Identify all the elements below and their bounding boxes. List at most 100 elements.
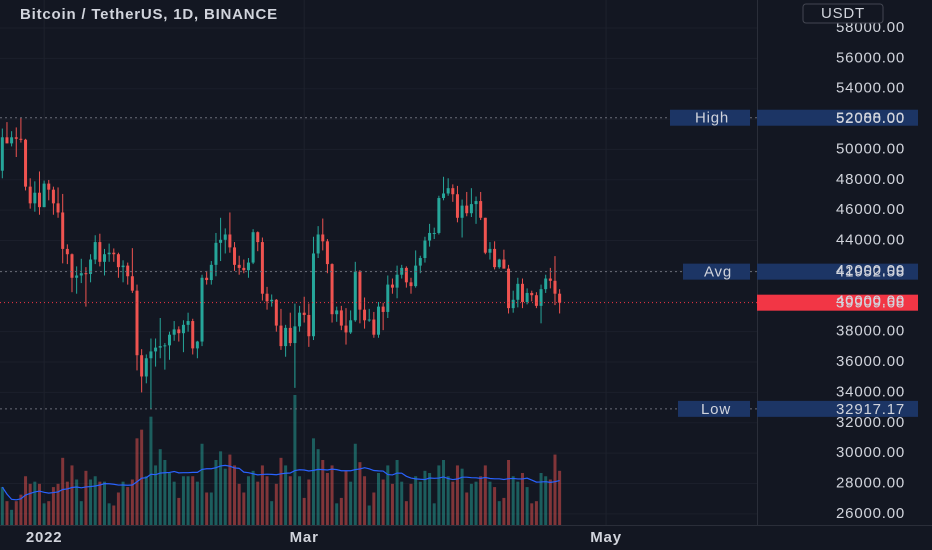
candle-body bbox=[168, 334, 172, 346]
axis: 26000.00 28000.00 30000.00 32000.00 34000.00… bbox=[26, 19, 905, 546]
candles bbox=[0, 117, 562, 409]
y-tick-label: 52000.00 bbox=[836, 110, 905, 127]
candle-body bbox=[302, 312, 306, 315]
candle-body bbox=[205, 277, 209, 281]
y-tick-label: 42000.00 bbox=[836, 262, 905, 279]
volume-bar bbox=[274, 483, 278, 525]
candle-body bbox=[84, 273, 88, 275]
volume-bar bbox=[251, 470, 255, 525]
candle-body bbox=[112, 252, 116, 255]
y-tick-label: 32000.00 bbox=[836, 414, 905, 431]
y-tick-label: 28000.00 bbox=[836, 475, 905, 492]
candle-body bbox=[24, 139, 28, 187]
candle-body bbox=[37, 192, 41, 208]
candle-body bbox=[130, 276, 134, 291]
volume-bar bbox=[84, 470, 88, 525]
y-tick-label: 56000.00 bbox=[836, 49, 905, 66]
y-tick-label: 50000.00 bbox=[836, 140, 905, 157]
volume-bar bbox=[51, 487, 55, 525]
volume-bar bbox=[344, 470, 348, 525]
volume-bar bbox=[307, 479, 311, 525]
volume-bar bbox=[325, 473, 329, 525]
grid bbox=[43, 0, 607, 525]
volume-bar bbox=[284, 465, 288, 525]
volume-bar bbox=[270, 501, 274, 525]
candle-body bbox=[102, 254, 106, 262]
y-tick-label: 30000.00 bbox=[836, 444, 905, 461]
candle-body bbox=[270, 299, 274, 302]
volume-bar bbox=[432, 503, 436, 525]
volume-bar bbox=[163, 460, 167, 525]
candle-body bbox=[200, 277, 204, 342]
volume-bar bbox=[302, 497, 306, 525]
volume-bar bbox=[19, 494, 23, 525]
volume-bar bbox=[460, 468, 464, 525]
candle-body bbox=[544, 278, 548, 290]
currency-box[interactable] bbox=[802, 3, 884, 24]
volume-bar bbox=[516, 481, 520, 525]
volume-bar bbox=[451, 481, 455, 525]
x-tick-label: Mar bbox=[290, 529, 319, 546]
volume-bar bbox=[446, 476, 450, 525]
candle-body bbox=[116, 254, 120, 268]
volume-bar bbox=[93, 476, 97, 525]
volume-bar bbox=[372, 492, 376, 525]
candle-body bbox=[288, 327, 292, 344]
candle-body bbox=[284, 327, 288, 347]
level-value-box bbox=[757, 109, 918, 126]
candle-body bbox=[311, 253, 315, 337]
volume-bar bbox=[121, 481, 125, 525]
candle-body bbox=[233, 247, 237, 265]
volume-bar bbox=[237, 483, 241, 525]
level-value-box bbox=[757, 263, 918, 280]
candle-body bbox=[474, 201, 478, 205]
candle-body bbox=[330, 264, 334, 315]
candle-body bbox=[511, 299, 515, 309]
last-price: 39909.68 bbox=[836, 295, 905, 312]
candle-body bbox=[539, 289, 543, 306]
volume-bar bbox=[260, 465, 264, 525]
volume-bar bbox=[256, 481, 260, 525]
candle-body bbox=[548, 278, 552, 281]
candle-body bbox=[377, 306, 380, 335]
volume-bar bbox=[130, 479, 134, 525]
candle-body bbox=[493, 248, 497, 268]
level-value: 32917.17 bbox=[836, 401, 905, 418]
candle-body bbox=[251, 232, 255, 263]
level-value-box bbox=[757, 400, 918, 417]
currency[interactable]: USDT bbox=[821, 5, 865, 22]
y-tick-label: 48000.00 bbox=[836, 171, 905, 188]
volume-bar bbox=[335, 503, 339, 525]
candle-body bbox=[520, 283, 524, 303]
candle-body bbox=[144, 358, 148, 377]
volume-bar bbox=[168, 473, 172, 525]
candle-body bbox=[483, 217, 487, 253]
volume-bar bbox=[98, 481, 102, 525]
candle-body bbox=[219, 239, 223, 243]
volume-bar bbox=[465, 492, 469, 525]
volume-bar bbox=[28, 483, 32, 525]
candle-body bbox=[260, 242, 264, 294]
candle-body bbox=[177, 329, 181, 334]
volume-bar bbox=[61, 457, 65, 525]
candle-body bbox=[386, 284, 390, 312]
volume-bar bbox=[497, 501, 501, 525]
candle-body bbox=[126, 265, 130, 277]
volume-bar bbox=[316, 449, 320, 525]
volume-bar bbox=[414, 476, 418, 525]
volume-bar bbox=[14, 501, 18, 525]
candle-body bbox=[89, 259, 93, 274]
volume-bar bbox=[10, 509, 14, 525]
candle-body bbox=[5, 137, 9, 144]
volume-bar bbox=[154, 465, 158, 525]
volume-bar bbox=[5, 501, 9, 525]
candle-body bbox=[316, 234, 320, 254]
candle-body bbox=[149, 351, 153, 359]
volume-bar bbox=[483, 465, 487, 525]
candle-body bbox=[181, 324, 185, 334]
candle-body bbox=[442, 193, 446, 199]
y-tick-label: 40000.00 bbox=[836, 292, 905, 309]
volume-bar bbox=[209, 492, 213, 525]
volume-bar bbox=[112, 505, 116, 525]
